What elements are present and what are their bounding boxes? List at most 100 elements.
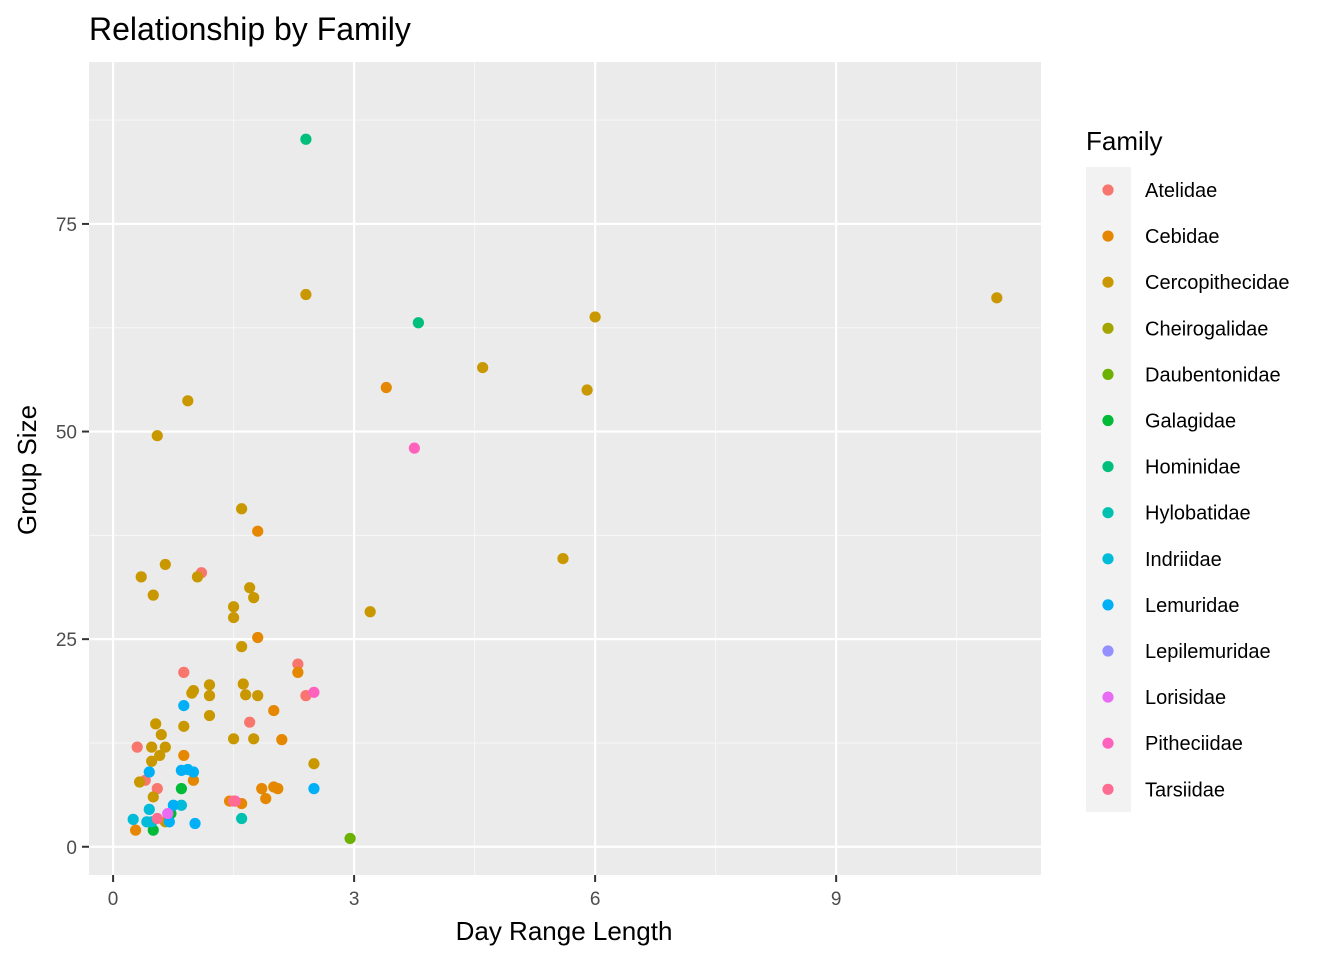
legend-title: Family [1086, 126, 1163, 156]
data-point [292, 658, 304, 670]
data-point [167, 799, 179, 811]
data-point [151, 812, 163, 825]
data-point [191, 571, 204, 583]
y-axis-title: Group Size [12, 405, 42, 535]
legend-label: Hominidae [1145, 457, 1241, 479]
data-point [151, 430, 163, 442]
x-tick-label: 3 [349, 889, 360, 910]
x-tick-label: 0 [108, 889, 119, 910]
legend-key [1102, 553, 1114, 565]
data-point [272, 783, 284, 795]
data-point [380, 381, 392, 394]
legend-key [1102, 691, 1114, 703]
legend-label: Lemuridae [1145, 595, 1240, 617]
legend-label: Cheirogalidae [1145, 318, 1268, 340]
x-tick-label: 6 [590, 889, 601, 910]
data-point [178, 699, 190, 712]
data-point [146, 755, 158, 767]
legend-label: Pitheciidae [1145, 733, 1243, 755]
y-tick-label: 0 [66, 838, 77, 859]
legend-key [1102, 507, 1114, 519]
data-point [159, 558, 171, 571]
data-points [127, 133, 1003, 845]
data-point [268, 704, 280, 717]
data-point [203, 690, 216, 702]
legend-key [1102, 414, 1114, 427]
data-point [146, 741, 158, 753]
data-point [134, 776, 146, 788]
data-point [300, 288, 312, 301]
legend-label: Atelidae [1145, 180, 1217, 202]
data-point [412, 317, 424, 329]
x-axis-title: Day Range Length [456, 916, 673, 946]
data-point [182, 395, 194, 407]
data-point [147, 824, 159, 836]
legend-key [1102, 184, 1114, 196]
data-point [203, 709, 216, 722]
data-point [203, 679, 216, 691]
legend-label: Lorisidae [1145, 687, 1226, 709]
data-point [147, 589, 159, 601]
legend-key [1102, 599, 1114, 611]
data-point [228, 611, 240, 624]
data-point [228, 795, 240, 807]
data-point [175, 799, 187, 811]
legend-key [1102, 461, 1114, 473]
legend-key [1102, 276, 1114, 288]
axes: 0 3 6 9 0 25 50 75 [56, 215, 842, 910]
data-point [143, 803, 155, 815]
data-point [147, 791, 159, 803]
legend-key [1102, 783, 1114, 795]
data-point [236, 503, 248, 515]
data-point [163, 816, 175, 828]
data-point [159, 741, 171, 753]
data-point [178, 666, 190, 678]
data-point [991, 292, 1003, 304]
data-point [236, 812, 248, 825]
data-point [187, 766, 200, 778]
data-point [364, 606, 376, 618]
legend-label: Cercopithecidae [1145, 272, 1290, 294]
legend-key [1102, 645, 1114, 657]
data-point [477, 362, 489, 374]
data-point [581, 384, 593, 396]
data-point [308, 758, 320, 770]
data-point [178, 720, 190, 732]
plot-panel [89, 62, 1041, 875]
data-point [162, 807, 174, 820]
data-point [292, 666, 304, 678]
data-point [155, 729, 167, 741]
data-point [276, 734, 288, 746]
legend-label: Galagidae [1145, 411, 1236, 433]
legend-key [1102, 737, 1114, 749]
data-point [178, 749, 190, 762]
legend-label: Indriidae [1145, 549, 1222, 571]
x-tick-label: 9 [831, 889, 842, 910]
data-point [135, 571, 147, 583]
data-point [252, 631, 264, 644]
data-point [228, 601, 240, 613]
legend-items: Atelidae Cebidae Cercopithecidae Cheirogali… [1102, 180, 1290, 801]
data-point [131, 741, 143, 753]
legend-label: Lepilemuridae [1145, 641, 1271, 663]
data-point [344, 832, 356, 845]
legend-label: Cebidae [1145, 226, 1220, 248]
data-point [248, 592, 260, 604]
data-point [187, 774, 200, 786]
data-point [228, 733, 240, 745]
data-point [308, 783, 320, 795]
legend-label: Tarsiidae [1145, 779, 1225, 801]
y-tick-label: 75 [56, 215, 77, 236]
data-point [189, 817, 201, 830]
data-point [244, 716, 256, 728]
data-point [150, 718, 162, 730]
data-point [256, 783, 268, 795]
data-point [154, 749, 166, 762]
y-tick-label: 25 [56, 630, 77, 651]
data-point [589, 311, 601, 323]
data-point [237, 678, 249, 690]
data-point [127, 813, 139, 825]
data-point [244, 582, 256, 594]
data-point [408, 442, 420, 454]
